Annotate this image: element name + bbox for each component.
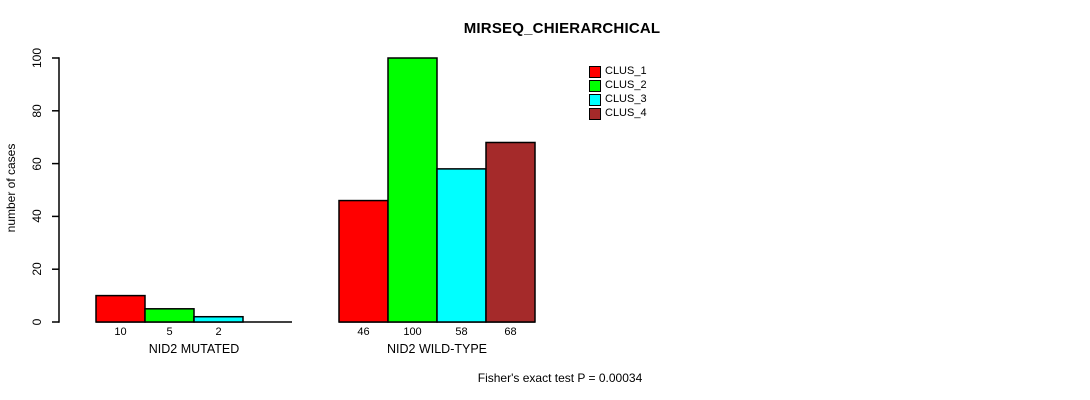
legend-item: CLUS_2 <box>589 79 647 92</box>
legend-label: CLUS_4 <box>605 107 647 119</box>
bar-value-label: 68 <box>504 326 517 338</box>
bar-value-label: 2 <box>215 326 222 338</box>
y-tick-label: 80 <box>30 104 44 118</box>
y-tick-label: 100 <box>30 47 44 69</box>
chart-title: MIRSEQ_CHIERARCHICAL <box>463 20 661 37</box>
bar-clus_3-nid2-mutated <box>193 315 244 323</box>
legend: CLUS_1 CLUS_2 CLUS_3 CLUS_4 <box>589 65 647 120</box>
y-tick-label: 20 <box>30 262 44 276</box>
legend-swatch-clus_3 <box>589 93 601 106</box>
legend-swatch-clus_4 <box>589 107 601 120</box>
legend-swatch-clus_1 <box>589 65 601 78</box>
legend-item: CLUS_1 <box>589 65 647 78</box>
bar-clus_4-nid2-wild-type <box>485 141 536 323</box>
bar-value-label: 46 <box>357 326 370 338</box>
y-tick-label: 60 <box>30 156 44 171</box>
bar-value-label: 10 <box>114 326 127 338</box>
bar-clus_2-nid2-wild-type <box>387 57 438 323</box>
bar-clus_1-nid2-mutated <box>95 294 146 323</box>
fisher-test-annotation: Fisher's exact test P = 0.00034 <box>477 371 643 385</box>
y-tick-label: 40 <box>30 209 44 224</box>
bar-value-label: 100 <box>403 326 422 338</box>
bar-clus_2-nid2-mutated <box>144 308 195 323</box>
x-category-label: NID2 WILD-TYPE <box>386 342 488 356</box>
bar-value-label: 58 <box>455 326 468 338</box>
legend-label: CLUS_2 <box>605 79 647 91</box>
legend-item: CLUS_4 <box>589 107 647 120</box>
bar-clus_1-nid2-wild-type <box>338 199 389 323</box>
legend-label: CLUS_3 <box>605 93 647 105</box>
y-tick-label: 0 <box>30 318 44 326</box>
bar-value-label: 5 <box>166 326 173 338</box>
bar-clus_3-nid2-wild-type <box>436 168 487 323</box>
legend-swatch-clus_2 <box>589 79 601 92</box>
x-category-label: NID2 MUTATED <box>148 342 240 356</box>
legend-label: CLUS_1 <box>605 65 647 77</box>
legend-item: CLUS_3 <box>589 93 647 106</box>
